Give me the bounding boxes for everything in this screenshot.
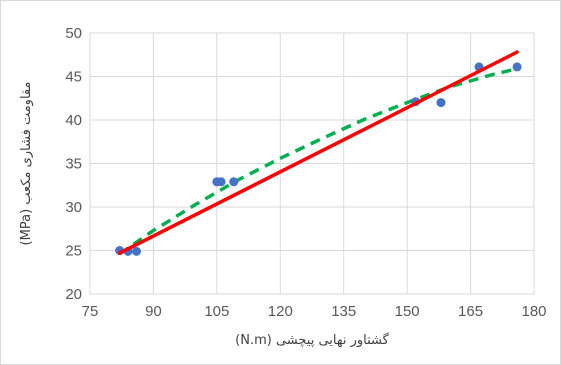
data-point <box>216 177 226 187</box>
data-point <box>436 98 446 108</box>
y-tick-label: 45 <box>65 69 82 86</box>
y-axis-title: مقاومت فشاری مکعب (MPa) <box>19 82 34 246</box>
x-tick-label: 150 <box>395 303 420 320</box>
data-point <box>229 177 239 187</box>
x-tick-label: 165 <box>458 303 483 320</box>
grid <box>89 32 535 295</box>
x-tick-label: 105 <box>204 303 229 320</box>
y-tick-label: 20 <box>65 286 82 303</box>
y-tick-label: 25 <box>65 243 82 260</box>
linear-trendline <box>117 50 519 255</box>
series-layer <box>115 50 522 256</box>
x-tick-label: 75 <box>82 303 99 320</box>
y-tick-label: 30 <box>65 199 82 216</box>
data-point <box>132 246 142 256</box>
x-tick-label: 90 <box>145 303 162 320</box>
x-tick-label: 135 <box>331 303 356 320</box>
y-tick-label: 35 <box>65 156 82 173</box>
x-tick-label: 180 <box>521 303 546 320</box>
x-axis-title: گشتاور نهایی پیچشی (N.m) <box>235 332 390 348</box>
y-tick-label: 40 <box>65 112 82 129</box>
y-tick-label: 50 <box>65 25 82 42</box>
x-tick-label: 120 <box>268 303 293 320</box>
data-point <box>512 62 522 72</box>
tick-layer: 20 25 30 35 40 45 50 75 90 105 120 135 150 165 180 <box>65 25 546 320</box>
dashed-trendline <box>118 66 518 256</box>
